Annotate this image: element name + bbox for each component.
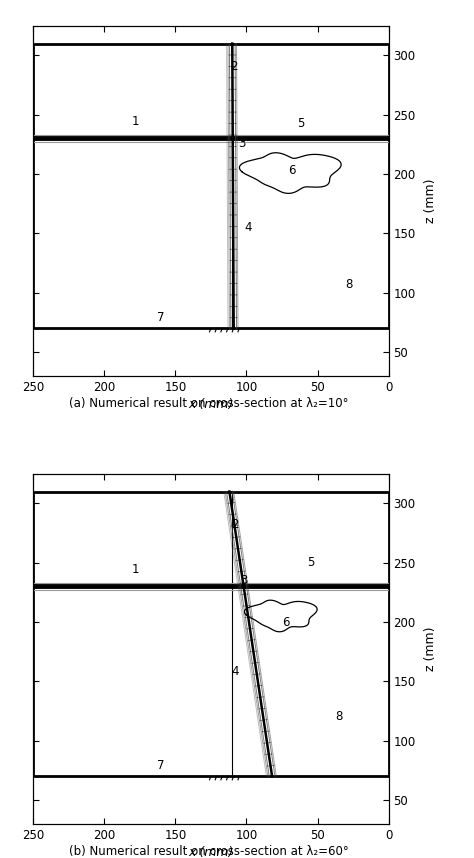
Y-axis label: z (mm): z (mm)	[424, 626, 437, 671]
Text: 2: 2	[230, 59, 237, 73]
Text: 3: 3	[240, 574, 247, 587]
Text: 7: 7	[157, 759, 165, 772]
Text: 1: 1	[132, 115, 139, 129]
Text: (a) Numerical result on cross-section at λ₂=10°: (a) Numerical result on cross-section at…	[69, 397, 348, 410]
Text: 8: 8	[335, 710, 343, 723]
Y-axis label: z (mm): z (mm)	[424, 178, 437, 223]
Text: 4: 4	[231, 665, 239, 679]
Text: 4: 4	[244, 221, 252, 234]
Text: 2: 2	[231, 518, 239, 531]
Text: 6: 6	[283, 615, 290, 629]
X-axis label: x (mm): x (mm)	[188, 398, 234, 411]
Text: 5: 5	[297, 117, 304, 130]
Text: (b) Numerical result on cross-section at λ₂=60°: (b) Numerical result on cross-section at…	[69, 845, 348, 858]
Text: 8: 8	[345, 278, 353, 291]
X-axis label: x (mm): x (mm)	[188, 846, 234, 858]
Text: 1: 1	[132, 564, 139, 577]
Text: 5: 5	[307, 556, 314, 569]
Text: 7: 7	[157, 311, 165, 324]
Text: 6: 6	[288, 164, 296, 177]
Text: 3: 3	[238, 136, 246, 149]
